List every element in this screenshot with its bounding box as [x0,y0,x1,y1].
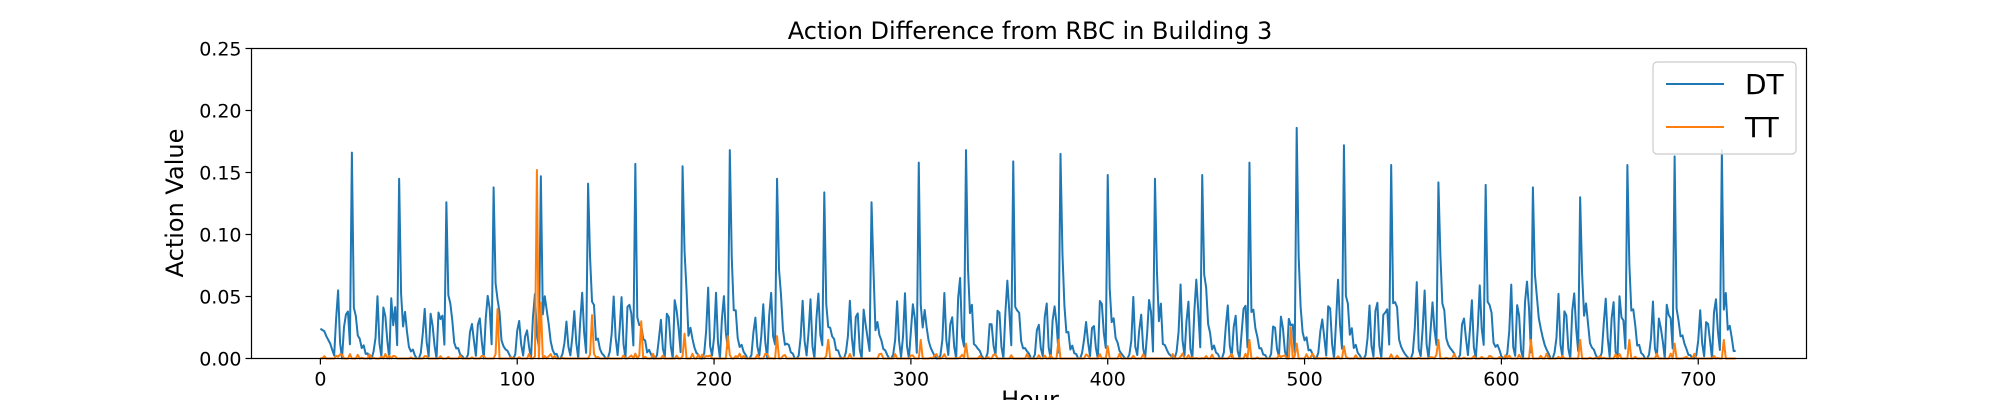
plot-frame [250,47,1808,360]
legend-label-tt: TT [1744,111,1780,144]
x-tick-label: 0 [314,369,326,391]
y-axis-label: Action Value [161,129,189,278]
x-axis-label: Hour [1001,386,1059,400]
series-line-dt [319,126,1736,360]
y-tick-label: 0.25 [199,39,241,61]
x-tick-label: 500 [1286,369,1322,391]
x-tick-label: 600 [1483,369,1519,391]
x-tick-label: 700 [1680,369,1716,391]
y-tick-label: 0.00 [199,349,241,371]
chart-title: Action Difference from RBC in Building 3 [788,17,1273,45]
y-tick-label: 0.05 [199,287,241,309]
plot-series [319,126,1736,360]
x-axis: 0 100 200 300 400 500 600 700 [314,358,1716,391]
legend-label-dt: DT [1745,68,1785,101]
x-tick-label: 300 [893,369,929,391]
x-tick-label: 200 [696,369,732,391]
y-tick-label: 0.20 [199,101,241,123]
x-tick-label: 400 [1090,369,1126,391]
y-axis: 0.00 0.05 0.10 0.15 0.20 0.25 [199,39,252,371]
y-tick-label: 0.10 [199,225,241,247]
y-tick-label: 0.15 [199,163,241,185]
legend: DT TT [1652,61,1797,155]
x-tick-label: 100 [499,369,535,391]
